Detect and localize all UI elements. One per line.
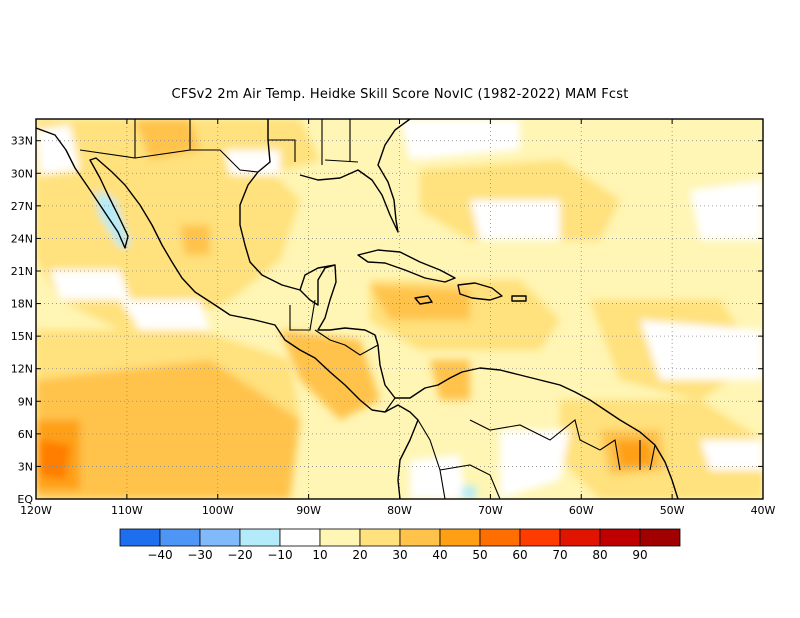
colorbar-label: −10 xyxy=(267,548,292,562)
borders xyxy=(79,119,656,499)
island-hispaniola xyxy=(457,282,503,301)
field-patches xyxy=(36,119,763,499)
lon-tick-label: 60W xyxy=(569,504,594,517)
lon-tick-label: 50W xyxy=(660,504,685,517)
lon-tick-label: 110W xyxy=(111,504,143,517)
border-south-america xyxy=(417,419,656,499)
colorbar-label: 30 xyxy=(392,548,407,562)
colorbar-swatch xyxy=(119,528,161,547)
island-cuba xyxy=(357,249,456,283)
lat-tick-label: 15N xyxy=(11,330,33,343)
colorbar-swatch xyxy=(599,528,641,547)
colorbar-label: −40 xyxy=(147,548,172,562)
colorbar-label: −30 xyxy=(187,548,212,562)
lat-tick-label: 3N xyxy=(18,460,33,473)
lon-axis: 120W 110W 100W 90W 80W 70W 60W 50W 40W xyxy=(20,119,776,517)
coastlines xyxy=(36,119,679,499)
border-us-states xyxy=(267,119,359,165)
gridlines xyxy=(36,119,763,499)
skill-field xyxy=(36,119,763,499)
lat-tick-label: 24N xyxy=(11,232,33,245)
island-jamaica xyxy=(414,295,433,305)
coast-yucatan xyxy=(299,264,336,291)
colorbar-swatch xyxy=(479,528,521,547)
lat-tick-label: 33N xyxy=(11,135,33,148)
lat-tick-label: 6N xyxy=(18,428,33,441)
colorbar-swatch xyxy=(639,528,681,547)
colorbar-swatch xyxy=(279,528,321,547)
lat-axis: 33N 30N 27N 24N 21N 18N 15N 12N 9N 6N 3N EQ xyxy=(11,135,763,506)
coast-caribbean xyxy=(377,344,679,499)
colorbar-swatch xyxy=(159,528,201,547)
lat-tick-label: EQ xyxy=(17,493,33,506)
colorbar-label: 70 xyxy=(552,548,567,562)
border-us-mexico xyxy=(79,119,259,173)
colorbar-swatch xyxy=(359,528,401,547)
colorbar-swatch xyxy=(519,528,561,547)
colorbar-swatch xyxy=(239,528,281,547)
lat-tick-label: 30N xyxy=(11,167,33,180)
colorbar-swatch xyxy=(319,528,361,547)
colorbar-label: 80 xyxy=(592,548,607,562)
lat-tick-label: 12N xyxy=(11,363,33,376)
lat-tick-label: 21N xyxy=(11,265,33,278)
coast-pacific xyxy=(36,127,419,499)
lon-tick-label: 90W xyxy=(296,504,321,517)
colorbar-label: −20 xyxy=(227,548,252,562)
colorbar-label: 10 xyxy=(312,548,327,562)
lon-tick-label: 40W xyxy=(751,504,776,517)
colorbar-swatch xyxy=(559,528,601,547)
colorbar-label: 20 xyxy=(352,548,367,562)
lon-tick-label: 70W xyxy=(478,504,503,517)
colorbar-swatch xyxy=(439,528,481,547)
border-central-america xyxy=(289,299,396,413)
coast-gulf xyxy=(239,119,379,346)
colorbar-label: 40 xyxy=(432,548,447,562)
lon-tick-label: 120W xyxy=(20,504,52,517)
colorbar-label: 60 xyxy=(512,548,527,562)
colorbar-label: 50 xyxy=(472,548,487,562)
colorbar-swatch xyxy=(399,528,441,547)
lon-tick-label: 100W xyxy=(202,504,234,517)
colorbar: −40 −30 −20 −10 10 20 30 40 50 60 70 80 90 xyxy=(119,528,681,562)
colorbar-label: 90 xyxy=(632,548,647,562)
chart-title: CFSv2 2m Air Temp. Heidke Skill Score No… xyxy=(171,87,629,102)
colorbar-swatch xyxy=(199,528,241,547)
coast-florida xyxy=(299,119,411,233)
island-puertorico xyxy=(511,295,527,302)
lon-tick-label: 80W xyxy=(387,504,412,517)
lat-tick-label: 27N xyxy=(11,200,33,213)
lat-tick-label: 9N xyxy=(18,395,33,408)
lat-tick-label: 18N xyxy=(11,298,33,311)
